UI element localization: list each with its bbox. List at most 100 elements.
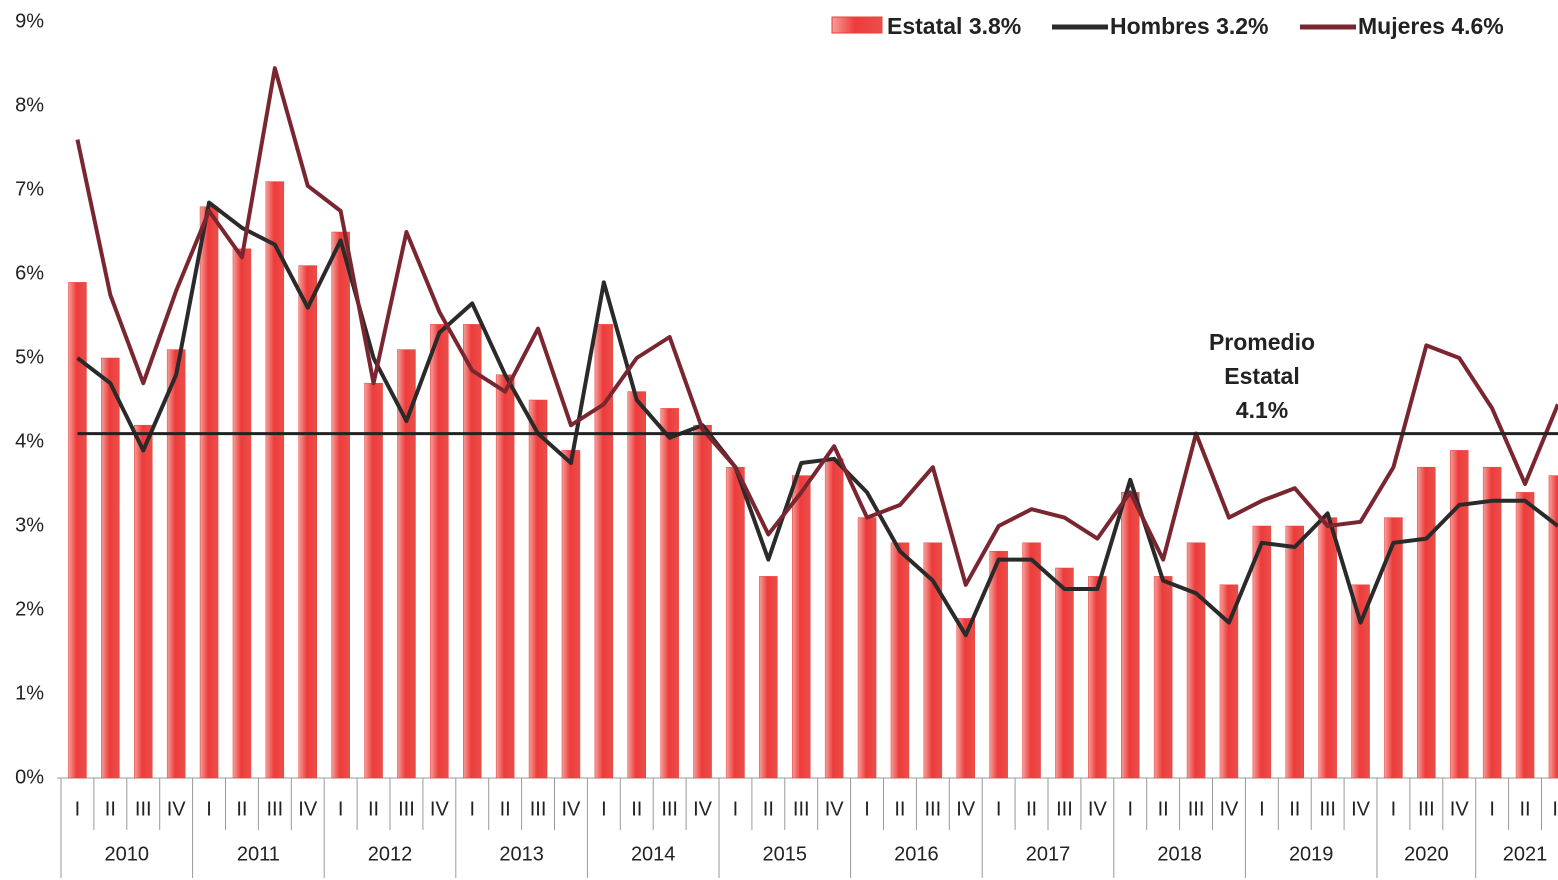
bar bbox=[68, 282, 87, 779]
x-tick-label: III bbox=[1319, 798, 1336, 820]
x-tick-label: II bbox=[1519, 798, 1530, 820]
bar bbox=[528, 399, 548, 779]
line bbox=[75, 66, 1558, 587]
bar bbox=[792, 475, 811, 779]
bar bbox=[495, 374, 515, 779]
annotation: Estatal bbox=[1224, 363, 1299, 389]
bar bbox=[101, 357, 120, 779]
bar bbox=[1022, 542, 1041, 779]
legend-label: Hombres 3.2% bbox=[1110, 13, 1269, 39]
bar bbox=[1219, 584, 1239, 779]
bar bbox=[726, 466, 745, 779]
x-tick-label: III bbox=[135, 798, 152, 820]
line bbox=[76, 200, 1558, 638]
year-label: 2019 bbox=[1289, 843, 1334, 865]
bar bbox=[1186, 542, 1206, 779]
y-tick-label: 4% bbox=[15, 430, 44, 452]
x-tick-label: I bbox=[601, 798, 607, 820]
x-tick-label: IV bbox=[430, 798, 450, 820]
bar bbox=[660, 408, 679, 779]
bar bbox=[1153, 576, 1173, 779]
legend-label: Estatal 3.8% bbox=[887, 13, 1021, 39]
x-tick-label: I bbox=[1127, 798, 1133, 820]
x-tick-label: I bbox=[338, 798, 344, 820]
year-label: 2013 bbox=[499, 843, 544, 865]
bar bbox=[1384, 517, 1403, 779]
bar bbox=[232, 248, 252, 779]
bar bbox=[397, 349, 416, 779]
annotation: 4.1% bbox=[1236, 397, 1288, 423]
legend-label: Mujeres 4.6% bbox=[1358, 13, 1504, 39]
bar bbox=[1055, 567, 1074, 779]
x-tick-label: I bbox=[469, 798, 475, 820]
x-tick-label: IV bbox=[298, 798, 318, 820]
year-label: 2014 bbox=[631, 843, 676, 865]
bar bbox=[824, 458, 844, 779]
year-label: 2016 bbox=[894, 843, 939, 865]
y-tick-label: 1% bbox=[15, 682, 44, 704]
x-tick-label: II bbox=[105, 798, 116, 820]
x-tick-label: I bbox=[75, 798, 81, 820]
bar bbox=[1121, 492, 1140, 779]
x-tick-label: I bbox=[1489, 798, 1495, 820]
x-tick-label: III bbox=[793, 798, 810, 820]
x-tick-label: IV bbox=[1219, 798, 1239, 820]
y-tick-label: 0% bbox=[15, 766, 44, 788]
year-label: 2015 bbox=[763, 843, 808, 865]
y-tick-label: 6% bbox=[15, 262, 44, 284]
y-tick-label: 3% bbox=[15, 514, 44, 536]
x-tick-label: III bbox=[1418, 798, 1435, 820]
bar bbox=[1318, 517, 1337, 779]
x-tick-label: IV bbox=[1351, 798, 1371, 820]
x-tick-label: I bbox=[1259, 798, 1265, 820]
legend-swatch bbox=[831, 16, 883, 34]
year-label: 2011 bbox=[237, 843, 280, 865]
y-tick-label: 8% bbox=[15, 94, 44, 116]
bar bbox=[1417, 466, 1436, 779]
annotation: Promedio bbox=[1209, 329, 1315, 355]
x-tick-label: III bbox=[530, 798, 547, 820]
bar bbox=[693, 424, 712, 779]
year-label: 2020 bbox=[1404, 843, 1449, 865]
bar bbox=[430, 324, 449, 779]
x-tick-label: III bbox=[267, 798, 284, 820]
x-tick-label: II bbox=[1158, 798, 1169, 820]
year-label: 2021 bbox=[1503, 843, 1548, 865]
bar bbox=[989, 550, 1008, 779]
bar bbox=[1285, 525, 1304, 779]
x-tick-label: II bbox=[631, 798, 642, 820]
x-tick-label: II bbox=[1026, 798, 1037, 820]
y-tick-label: 9% bbox=[15, 10, 44, 32]
bar bbox=[956, 618, 975, 779]
bar bbox=[298, 265, 317, 779]
x-tick-label: II bbox=[763, 798, 774, 820]
x-tick-label: II bbox=[368, 798, 379, 820]
y-tick-label: 2% bbox=[15, 598, 44, 620]
x-tick-label: III bbox=[1188, 798, 1205, 820]
x-tick-label: IV bbox=[825, 798, 845, 820]
x-tick-label: I bbox=[733, 798, 739, 820]
bar bbox=[463, 324, 482, 779]
bar bbox=[627, 391, 646, 779]
bar bbox=[1252, 525, 1272, 779]
bar bbox=[265, 181, 285, 779]
x-tick-label: IV bbox=[956, 798, 976, 820]
x-tick-label: I bbox=[996, 798, 1002, 820]
bar bbox=[199, 206, 219, 779]
year-label: 2012 bbox=[368, 843, 413, 865]
bar bbox=[166, 349, 186, 779]
x-tick-label: III bbox=[925, 798, 942, 820]
y-tick-label: 5% bbox=[15, 346, 44, 368]
x-tick-label: III bbox=[1056, 798, 1073, 820]
year-label: 2017 bbox=[1026, 843, 1071, 865]
x-tick-label: I bbox=[864, 798, 870, 820]
bar bbox=[561, 450, 581, 779]
x-tick-label: IV bbox=[561, 798, 581, 820]
x-tick-label: IV bbox=[693, 798, 713, 820]
x-tick-label: IV bbox=[1088, 798, 1108, 820]
bar bbox=[1482, 466, 1502, 779]
bar bbox=[1450, 450, 1469, 779]
x-tick-label: IV bbox=[167, 798, 187, 820]
x-tick-label: III bbox=[398, 798, 415, 820]
